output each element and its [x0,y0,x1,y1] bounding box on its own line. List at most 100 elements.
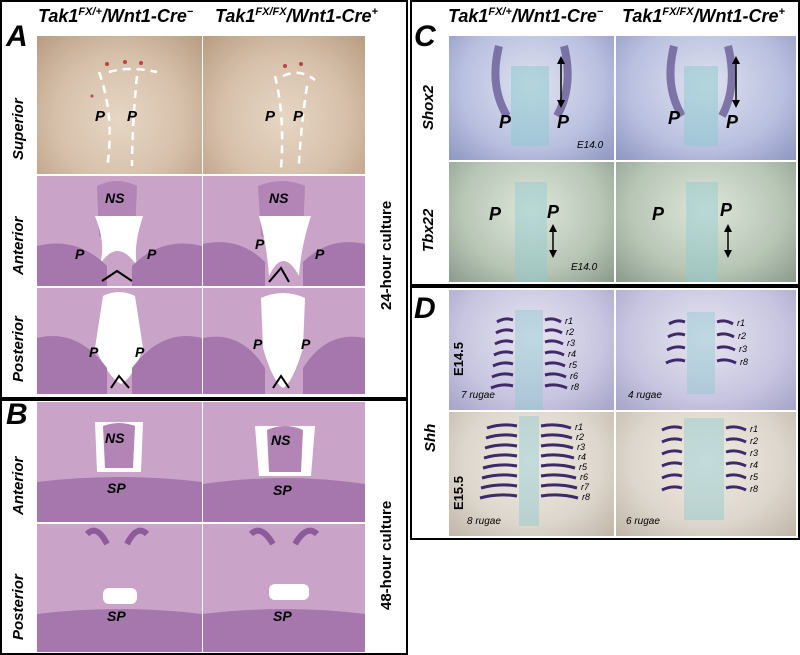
ruga-label: r2 [738,331,746,341]
label-p: P [253,336,263,352]
posterior-mutant-48h-section: SP [203,524,365,652]
ruga-stripe [492,361,514,368]
label-p: P [75,246,85,262]
ruga-label: r2 [576,432,584,442]
stage-label-e14: E14.0 [571,262,598,273]
midline-stain [684,418,724,520]
ruga-label: r1 [750,424,758,434]
ruga-stripe [544,339,564,346]
label-p: P [547,202,560,222]
rugae-count-label: 4 rugae [628,390,662,401]
superior-mutant-image: P P [203,36,365,174]
label-sp: SP [273,608,292,624]
shh-e155-control-image: r1 r2 r3 r4 r5 r6 r7 r8 8 rugae E15.5 [449,412,614,536]
ruga-label: r8 [740,357,748,367]
ruga-label: r4 [750,460,758,470]
ruga-stripe [666,345,686,352]
ruga-label: r5 [750,472,759,482]
ruga-label: r5 [569,360,578,370]
ruga-stripe [540,423,572,430]
ruga-stripe [493,350,514,357]
header-right-control: Tak1FX/+/Wnt1-Cre− [448,6,604,26]
label-ns: NS [271,432,291,448]
shox2-mutant-image: P P [616,36,796,160]
posterior-control-section: P P [37,288,202,394]
panel-a-b-divider [0,397,408,401]
midline-stain [515,310,543,410]
ruga-stripe [482,463,518,470]
row-label-anterior-b: Anterior [10,456,27,515]
ruga-stripe [661,485,683,492]
header-right-mutant: Tak1FX/FX/Wnt1-Cre+ [622,6,785,26]
label-p: P [127,108,138,125]
ruga-stripe [480,483,518,490]
ruga-stripe [495,328,514,335]
row-label-superior: Superior [10,98,27,160]
ruga-label: r4 [568,349,576,359]
panel-label-a: A [6,20,28,53]
label-p: P [135,344,145,360]
ruga-label: r1 [575,422,583,432]
ruga-stripe [661,425,683,432]
row-label-anterior-a: Anterior [10,216,27,275]
ruga-stripe [716,345,736,352]
ruga-stripe [484,443,518,450]
ruga-stripe [479,493,518,500]
label-p: P [89,344,99,360]
ruga-label: r1 [737,318,745,328]
ruga-stripe [544,361,566,368]
ruga-label: r5 [579,462,588,472]
shh-e155-mutant-image: r1 r2 r3 r4 r5 r8 6 rugae [616,412,796,536]
row-label-shh: Shh [422,423,439,452]
label-p: P [652,204,665,224]
ruga-stripe [544,372,567,379]
ruga-label: r3 [739,344,747,354]
ruga-stripe [716,332,735,339]
ruga-stripe [544,328,563,335]
ruga-stripe [483,453,518,460]
panel-d-frame [410,286,800,540]
ruga-stripe [540,453,575,460]
header-left-control: Tak1FX/+/Wnt1-Cre− [38,6,194,26]
anterior-control-section: NS P P [37,176,202,286]
stage-label-e14: E14.0 [577,140,604,151]
rugae-count-label: 6 rugae [626,516,660,527]
label-p: P [557,112,570,132]
panel-label-c: C [414,20,436,53]
ruga-stripe [540,493,579,500]
ruga-stripe [496,317,514,324]
ruga-stripe [540,463,576,470]
label-p: P [255,236,265,252]
ruga-stripe [725,461,747,468]
label-sp: SP [107,608,126,624]
ruga-label: r2 [566,327,574,337]
label-p: P [720,200,733,220]
ruga-stripe [661,437,683,444]
label-sp: SP [107,480,126,496]
rugae-count-label: 7 rugae [461,390,495,401]
ruga-stripe [490,383,514,390]
ruga-stripe [661,449,683,456]
label-p: P [726,112,739,132]
label-p: P [95,108,106,125]
panel-label-d: D [414,292,436,325]
ruga-label: r6 [570,371,578,381]
ruga-stripe [544,350,565,357]
tbx22-mutant-image: P P [616,162,796,282]
ruga-stripe [544,383,568,390]
label-ns: NS [105,190,125,206]
ruga-stripe [725,449,747,456]
midline-stain [519,416,539,526]
ruga-stripe [716,358,737,365]
posterior-mutant-section: P P [203,288,365,394]
ruga-stripe [725,485,747,492]
stage-label-e155: E15.5 [451,476,466,510]
ruga-stripe [491,372,514,379]
row-label-shox2: Shox2 [420,84,437,130]
anterior-control-48h-section: NS SP [37,402,202,522]
tbx22-control-image: P P E14.0 [449,162,614,282]
posterior-control-48h-section: SP [37,524,202,652]
label-p: P [315,246,325,262]
label-sp: SP [273,482,292,498]
row-label-posterior-a: Posterior [10,316,27,382]
